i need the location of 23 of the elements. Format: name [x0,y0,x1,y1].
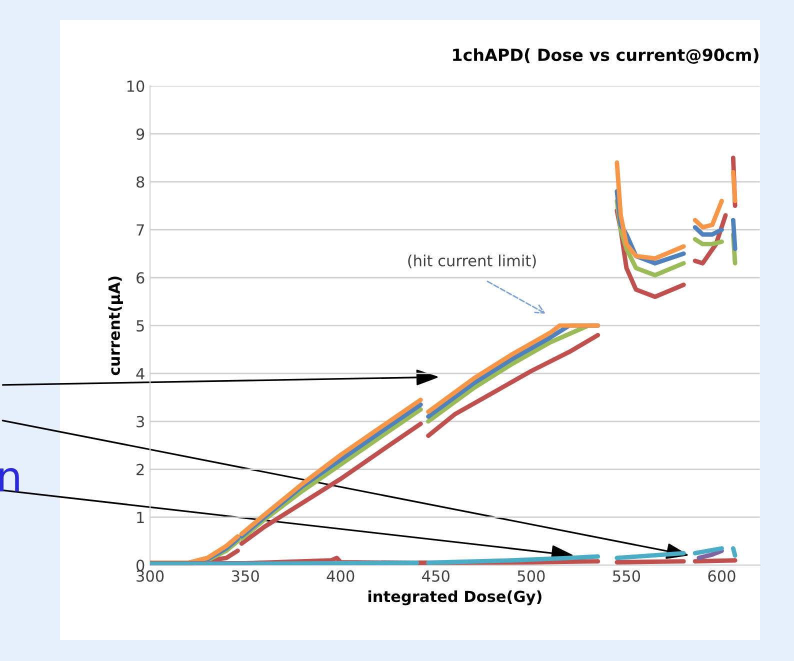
x-tick-label: 600 [708,570,736,582]
y-tick-label: 7 [136,224,144,236]
y-tick-label: 10 [127,80,144,92]
chart-title: 1chAPD( Dose vs current@90cm) [453,48,758,64]
y-tick-label: 5 [136,320,144,332]
x-tick-label: 500 [518,570,545,582]
annotation: (hit current limit) [408,254,536,268]
y-tick-label: 1 [137,512,144,524]
x-axis-title: integrated Dose(Gy) [368,590,542,606]
text: n [0,468,19,492]
x-tick-label: 450 [422,570,450,582]
y-tick-label: 3 [136,416,144,428]
y-tick-label: 0 [136,560,144,572]
x-tick-label: 550 [613,570,640,582]
x-tick-label: 300 [136,570,164,582]
y-tick-label: 6 [136,272,144,284]
x-tick-label: 350 [232,570,259,582]
y-tick-label: 4 [136,368,144,380]
y-tick-label: 2 [136,464,144,476]
y-tick-label: 9 [136,128,144,140]
x-tick-label: 400 [326,570,354,582]
y-axis-title: current(μA) [108,276,123,376]
y-tick-label: 8 [136,176,144,188]
